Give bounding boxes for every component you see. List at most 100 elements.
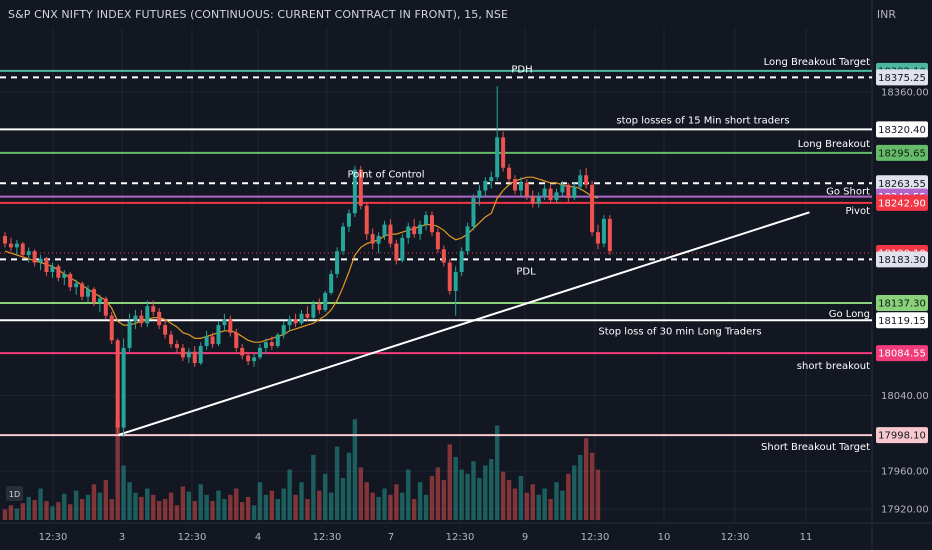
candle-body xyxy=(554,192,559,200)
candle-body xyxy=(507,167,512,180)
candle-body xyxy=(269,342,274,347)
volume-bar xyxy=(589,452,595,520)
candle-body xyxy=(127,321,132,348)
candle-body xyxy=(370,234,375,244)
volume-bar xyxy=(222,499,227,520)
x-tick-label: 12:30 xyxy=(313,532,342,543)
volume-bar xyxy=(411,499,417,520)
volume-bar xyxy=(578,454,583,520)
candle-body xyxy=(346,213,351,227)
price-tag xyxy=(876,312,928,329)
volume-bar xyxy=(151,494,156,520)
price-tag-label: 18375.25 xyxy=(878,73,926,84)
volume-bar xyxy=(435,467,441,520)
price-tag xyxy=(876,345,928,362)
volume-bar xyxy=(299,482,304,520)
volume-bar xyxy=(68,504,73,520)
level-label: Long Breakout Target xyxy=(764,57,870,68)
candle-body xyxy=(186,351,191,358)
volume-bar xyxy=(554,482,559,520)
y-tick-label: 18360.00 xyxy=(881,87,929,98)
volume-bar xyxy=(14,508,20,520)
level-label: stop losses of 15 Min short traders xyxy=(616,115,789,126)
candle-body xyxy=(566,184,571,199)
candle-body xyxy=(453,272,458,291)
candle-body xyxy=(299,313,304,324)
candle-body xyxy=(329,273,334,293)
candle-body xyxy=(38,258,43,263)
volume-bar xyxy=(275,499,280,520)
volume-bar xyxy=(32,500,37,520)
candle-body xyxy=(471,198,476,227)
volume-bar xyxy=(2,509,8,520)
candle-body xyxy=(412,226,417,235)
price-tag-label: 18320.40 xyxy=(878,125,926,136)
price-tag-label: 17998.10 xyxy=(878,431,926,442)
price-tag xyxy=(876,69,928,86)
candle-body xyxy=(20,243,25,255)
y-tick-label: 17920.00 xyxy=(881,505,929,516)
volume-bar xyxy=(257,482,263,520)
currency-label: INR xyxy=(876,8,896,21)
price-tag-label: 18119.15 xyxy=(878,316,926,327)
candle-body xyxy=(180,347,185,358)
volume-bar xyxy=(56,502,61,520)
volume-bar xyxy=(530,484,535,520)
volume-bar xyxy=(382,488,387,520)
candle-body xyxy=(44,258,49,273)
volume-bar xyxy=(376,496,381,520)
volume-bar xyxy=(583,438,589,520)
candle-body xyxy=(56,266,61,278)
volume-bar xyxy=(471,461,476,520)
candle-body xyxy=(163,325,168,335)
volume-bar xyxy=(62,493,67,520)
level-label: Short Breakout Target xyxy=(761,442,870,453)
volume-bar xyxy=(38,488,43,520)
volume-bar xyxy=(548,499,553,520)
candle-body xyxy=(109,315,114,341)
volume-bar xyxy=(139,496,144,520)
volume-bar xyxy=(109,499,114,520)
candle-body xyxy=(145,306,150,324)
candle-body xyxy=(548,188,553,200)
volume-bar xyxy=(133,492,138,520)
volume-bar xyxy=(506,480,512,520)
volume-bar xyxy=(417,482,423,520)
candle-body xyxy=(62,273,67,278)
candle-body xyxy=(518,182,523,191)
volume-bar xyxy=(388,494,393,520)
candle-body xyxy=(483,180,488,191)
volume-bar xyxy=(121,465,126,520)
candle-body xyxy=(216,325,221,345)
x-tick-label: 12:30 xyxy=(446,532,475,543)
candle-body xyxy=(68,273,73,288)
candle-body xyxy=(26,251,31,255)
candle-body xyxy=(169,334,174,345)
candle-body xyxy=(210,336,215,345)
candle-body xyxy=(572,186,577,199)
x-tick-label: 11 xyxy=(800,532,813,543)
candle-body xyxy=(477,190,482,199)
price-tag-label: 18295.65 xyxy=(878,148,926,159)
candle-body xyxy=(459,251,464,273)
volume-bar xyxy=(566,473,571,520)
trendline xyxy=(117,211,810,437)
candle-body xyxy=(388,224,393,244)
x-tick-label: 12:30 xyxy=(39,532,68,543)
volume-bar xyxy=(524,492,530,520)
candle-body xyxy=(3,235,7,244)
candle-body xyxy=(323,292,328,310)
volume-bar xyxy=(358,467,363,520)
x-tick-label: 3 xyxy=(119,532,125,543)
volume-bar xyxy=(85,494,91,520)
volume-bar xyxy=(423,494,429,520)
candle-body xyxy=(240,347,245,356)
volume-bar xyxy=(560,490,565,520)
candle-body xyxy=(32,251,37,263)
volume-bar xyxy=(459,469,464,520)
volume-bar xyxy=(281,488,286,520)
candle-body xyxy=(103,298,108,316)
volume-bar xyxy=(429,475,435,520)
